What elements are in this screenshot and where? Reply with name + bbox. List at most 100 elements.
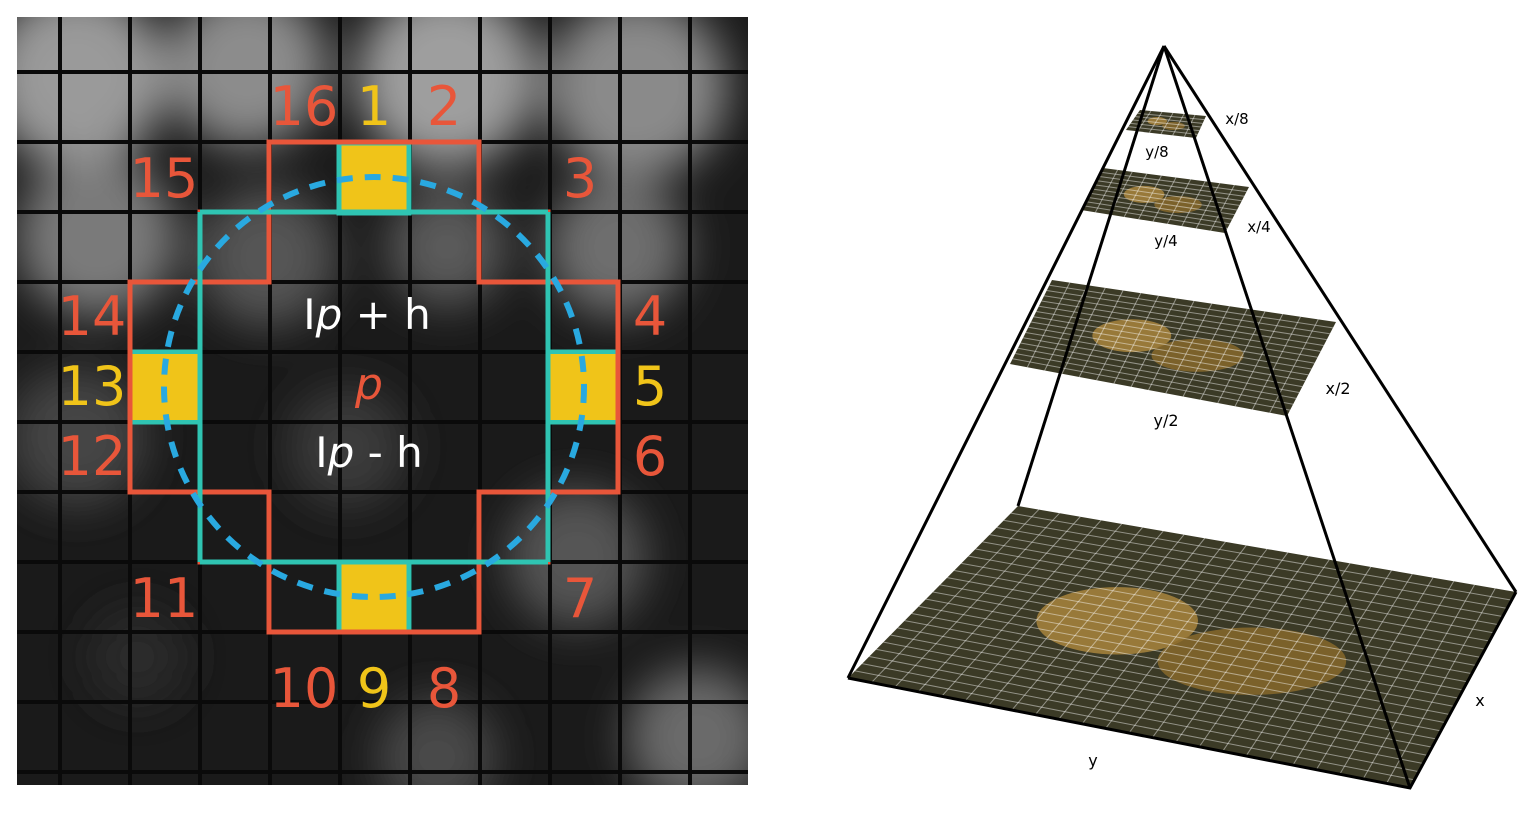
pyramid-grid-line (876, 648, 1428, 756)
pyramid-grid-line (1113, 295, 1159, 384)
upper-threshold-label: Ip + h (303, 290, 431, 339)
pyramid-edge (1162, 45, 1412, 789)
pyramid-grid-line (947, 577, 1472, 675)
circle-pixel-label-2: 2 (427, 75, 461, 138)
pyramid-grid-line (1234, 313, 1284, 407)
pyramid-grid-line (925, 598, 1459, 699)
pyramid-grid-line (854, 670, 1415, 781)
texture-blob (547, 17, 727, 177)
center-pixel-label: p (354, 359, 383, 410)
pyramid-grid-line (1222, 563, 1351, 752)
circle-pixel-label-14: 14 (58, 285, 127, 348)
pyramid-grid-line (1165, 303, 1213, 394)
painting-hands (1154, 196, 1202, 214)
pyramid-grid-line (1152, 177, 1177, 222)
pyramid-grid-line (1181, 181, 1206, 227)
pyramid-grid-line (883, 641, 1433, 748)
pyramid-grid-line (1269, 570, 1392, 761)
pyramid-grid-line (1087, 196, 1233, 220)
texture-blob (17, 157, 177, 317)
pyramid-axis-labels: x y x/2 y/2 x/4 y/4 x/8 y/8 (1088, 110, 1484, 770)
pyramid-edge (846, 45, 1166, 679)
pyramid-grid-line (1083, 205, 1228, 229)
texture-blob (357, 17, 537, 167)
pyramid-grid-line (1130, 122, 1200, 132)
pyramid-grid-line (975, 548, 1490, 642)
painting-face (1147, 117, 1168, 126)
pyramid-grid-line (1135, 116, 1203, 124)
lower-threshold-label: Ip - h (315, 428, 423, 477)
pyramid-grid-line (1094, 169, 1119, 213)
pyramid-x-label-3: x/8 (1225, 110, 1248, 128)
pyramid-level-3 (1126, 110, 1206, 138)
circle-pixel-label-15: 15 (130, 147, 199, 210)
pyramid-layers (848, 110, 1516, 788)
pyramid-grid-line (996, 527, 1503, 617)
pyramid-base-edge (847, 591, 1518, 790)
pyramid-grid-line (941, 519, 1102, 697)
pyramid-grid-line (1128, 126, 1198, 135)
circle-pixel-label-6: 6 (633, 425, 667, 488)
pyramid-grid-line (1137, 110, 1152, 132)
texture-blob (17, 367, 147, 507)
pyramid-y-label-2: y/4 (1154, 232, 1177, 250)
inner-region-outline-overlay (197, 209, 551, 565)
pyramid-level-0 (848, 506, 1516, 788)
pyramid-grid-line (862, 663, 1419, 773)
pyramid-grid-line (890, 634, 1437, 740)
pyramid-grid-line (1210, 184, 1235, 231)
pyramid-grid-line (917, 516, 1081, 693)
circle-pixel-label-3: 3 (563, 147, 597, 210)
pyramid-grid-line (1362, 584, 1475, 780)
pyramid-y-label-1: y/2 (1153, 411, 1178, 430)
pyramid-grid-line (1137, 112, 1205, 121)
circle-pixel-label-5: 5 (633, 355, 667, 418)
pyramid-edges (846, 45, 1518, 790)
pyramid-grid-line (1339, 580, 1455, 775)
pyramid-grid-line (1172, 113, 1185, 136)
pyramid-grid-line (964, 523, 1123, 702)
dashed-circle (161, 174, 587, 600)
pyramid-grid-line (932, 591, 1464, 691)
image-pyramid-figure: x y x/2 y/2 x/4 y/4 x/8 y/8 (846, 45, 1518, 790)
circle-pixel-label-8: 8 (427, 657, 461, 720)
pyramid-grid-line (1386, 588, 1496, 784)
pyramid-grid-line (1138, 175, 1162, 220)
circle-pixel-label-12: 12 (58, 425, 127, 488)
texture-blob (507, 487, 647, 627)
pyramid-grid-line (1034, 534, 1185, 715)
circle-pixel-label-7: 7 (563, 567, 597, 630)
pyramid-grid-line (1128, 548, 1268, 734)
pyramid-grid-line (1061, 287, 1106, 374)
pyramid-grid-line (1028, 326, 1309, 376)
pyramid-grid-line (982, 541, 1495, 634)
pyramid-grid-line (1245, 566, 1372, 757)
pyramid-grid-line (1195, 182, 1221, 229)
pyramid-grid-line (897, 627, 1442, 732)
painting-face (1123, 185, 1165, 203)
pyramid-y-label-3: y/8 (1145, 143, 1168, 161)
pyramid-grid-line (1010, 512, 1512, 601)
circle-pixel-label-11: 11 (130, 567, 199, 630)
pyramid-grid-line (1078, 290, 1124, 378)
texture-blob (167, 17, 327, 147)
pyramid-grid-line (1160, 112, 1174, 135)
pyramid-level-1 (1010, 280, 1336, 416)
pyramid-grid-line (1089, 192, 1235, 216)
pyramid-grid-line (1046, 290, 1330, 335)
pyramid-grid-line (954, 570, 1477, 666)
pyramid-grid-line (1130, 298, 1177, 387)
texture-blob (377, 697, 497, 785)
painting-hands (1162, 121, 1185, 130)
painting-hands (1157, 627, 1347, 695)
pyramid-x-label-2: x/4 (1247, 218, 1270, 236)
pyramid-grid-line (1175, 555, 1309, 743)
pyramid-grid-line (1049, 284, 1334, 329)
pyramid-grid-line (1199, 308, 1248, 400)
pyramid-grid-line (1166, 179, 1192, 225)
circle-pixel-label-9: 9 (357, 657, 391, 720)
pyramid-grid-line (1105, 545, 1247, 729)
pyramid-grid-line (1030, 321, 1312, 370)
pyramid-y-label-0: y (1088, 751, 1097, 770)
